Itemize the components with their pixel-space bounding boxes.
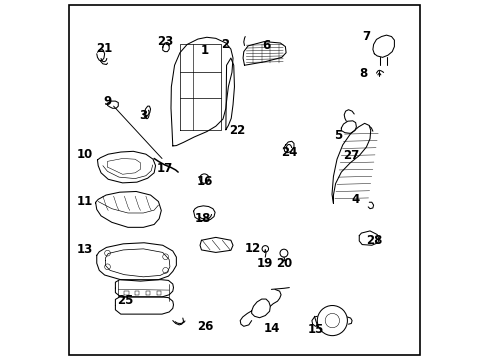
Text: 8: 8 (359, 67, 367, 80)
Text: 21: 21 (96, 41, 112, 54)
Text: 28: 28 (366, 234, 382, 247)
Text: 17: 17 (157, 162, 173, 175)
Text: 6: 6 (262, 39, 269, 52)
Text: 16: 16 (197, 175, 213, 188)
Text: 10: 10 (76, 148, 92, 161)
Text: 20: 20 (276, 257, 292, 270)
Text: 23: 23 (157, 35, 173, 48)
Text: 25: 25 (117, 294, 133, 307)
Text: 12: 12 (244, 242, 260, 255)
Text: 27: 27 (342, 149, 358, 162)
Text: 24: 24 (281, 146, 297, 159)
Text: 26: 26 (197, 320, 213, 333)
Text: 18: 18 (195, 212, 211, 225)
Text: 3: 3 (139, 109, 147, 122)
Text: 19: 19 (257, 257, 273, 270)
Text: 7: 7 (362, 30, 370, 43)
Text: 2: 2 (220, 38, 228, 51)
Text: 1: 1 (200, 44, 208, 57)
Text: 13: 13 (76, 243, 92, 256)
Text: 11: 11 (76, 195, 92, 208)
Text: 5: 5 (333, 129, 341, 142)
Text: 22: 22 (229, 124, 245, 137)
Text: 4: 4 (351, 193, 359, 206)
Text: 15: 15 (306, 323, 323, 336)
Text: 14: 14 (263, 321, 279, 334)
Text: 9: 9 (103, 95, 111, 108)
